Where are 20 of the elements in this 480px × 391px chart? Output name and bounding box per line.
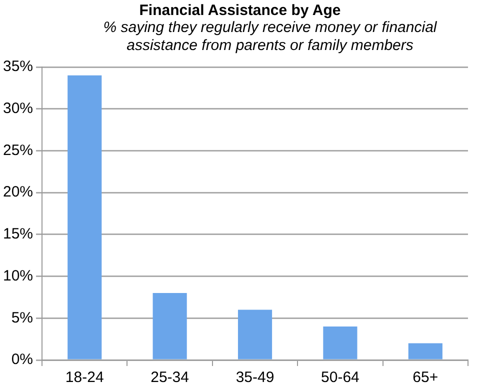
y-tick-label: 35% bbox=[2, 58, 34, 76]
chart-subtitle: % saying they regularly receive money or financial assistance from parents or family members bbox=[102, 19, 438, 55]
y-tick-label: 25% bbox=[2, 142, 34, 159]
x-tick-label: 35-49 bbox=[236, 369, 274, 386]
y-tick-label: 15% bbox=[2, 226, 34, 243]
bar bbox=[408, 343, 442, 360]
x-tick-label: 50-64 bbox=[321, 369, 360, 386]
y-tick-label: 10% bbox=[2, 267, 34, 284]
y-tick-label: 0% bbox=[11, 351, 34, 368]
y-tick-label: 5% bbox=[11, 309, 34, 326]
x-tick-label: 18-24 bbox=[65, 369, 104, 386]
y-tick-label: 30% bbox=[2, 100, 34, 117]
bar bbox=[152, 293, 187, 360]
x-tick-label: 65+ bbox=[412, 369, 438, 386]
x-tick-label: 25-34 bbox=[150, 369, 190, 386]
bar bbox=[323, 326, 358, 360]
bar bbox=[238, 310, 272, 360]
chart-title: Financial Assistance by Age bbox=[138, 2, 342, 19]
bar bbox=[68, 75, 102, 360]
y-tick-label: 20% bbox=[2, 184, 34, 201]
